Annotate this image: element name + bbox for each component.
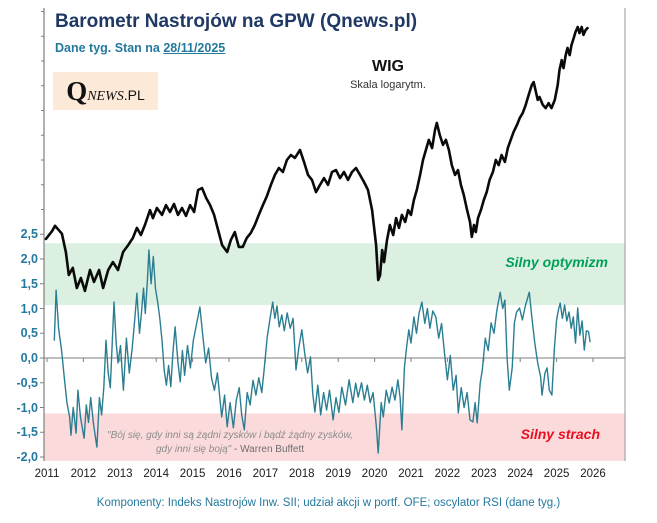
y-tick-label: 2,0 — [20, 252, 38, 266]
wig-series-label: WIG Skala logarytm. — [318, 58, 458, 91]
x-tick-label: 2013 — [107, 468, 133, 480]
wig-scale-note: Skala logarytm. — [350, 79, 426, 91]
x-tick-label: 2022 — [434, 468, 461, 480]
optimism-zone-label: Silny optymizm — [505, 254, 608, 270]
x-tick-label: 2020 — [361, 468, 388, 480]
y-tick-label: -1,0 — [16, 400, 38, 415]
y-tick-label: 0,0 — [20, 351, 38, 365]
status-date-link[interactable]: 28/11/2025 — [163, 41, 226, 55]
y-tick-label: 2,5 — [20, 227, 38, 242]
x-tick-label: 2012 — [70, 468, 97, 480]
x-tick-label: 2024 — [507, 468, 533, 480]
quote-attribution: - Warren Buffett — [231, 443, 305, 455]
x-tick-label: 2011 — [34, 468, 60, 480]
y-tick-label: 0,5 — [20, 326, 38, 341]
x-tick-label: 2021 — [398, 468, 424, 480]
y-tick-label: 1,5 — [20, 276, 38, 291]
subtitle-prefix: Dane tyg. Stan na — [55, 41, 164, 55]
wig-label: WIG — [372, 58, 404, 75]
x-tick-label: 2019 — [325, 468, 351, 480]
y-axis-labels: 2,5 2,0 1,5 1,0 0,5 0,0 -0,5 -1,0 -1,5 -2,0 — [0, 0, 38, 523]
y-tick-label: 1,0 — [20, 301, 38, 316]
chart-subtitle: Dane tyg. Stan na 28/11/2025 — [55, 41, 225, 55]
x-tick-label: 2015 — [179, 468, 206, 480]
x-tick-label: 2018 — [289, 468, 315, 480]
x-tick-label: 2023 — [471, 468, 497, 480]
page-title: Barometr Nastrojów na GPW (Qnews.pl) — [55, 11, 418, 32]
x-tick-label: 2025 — [543, 468, 570, 480]
x-tick-label: 2016 — [216, 468, 242, 480]
x-tick-label: 2014 — [143, 468, 169, 480]
quote-line-2-text: gdy inni się boją" — [155, 443, 232, 455]
y-tick-label: -1,5 — [16, 425, 38, 440]
logo-news-text: NEWS — [87, 89, 124, 104]
components-caption: Komponenty: Indeks Nastrojów Inw. SII; u… — [96, 497, 561, 509]
x-tick-label: 2026 — [580, 468, 606, 480]
y-tick-label: -0,5 — [16, 375, 38, 390]
quote-line-1: "Bój się, gdy inni są żądni zysków i bąd… — [107, 430, 353, 441]
fear-zone-label: Silny strach — [520, 426, 600, 442]
qnews-logo: Q NEWS .PL — [53, 72, 158, 110]
quote-line-2: gdy inni się boją" - Warren Buffett — [85, 443, 375, 457]
logo-letter-q: Q — [66, 76, 88, 106]
x-tick-label: 2017 — [252, 468, 279, 480]
logo-pl-text: .PL — [123, 87, 145, 103]
buffett-quote: "Bój się, gdy inni są żądni zysków i bąd… — [85, 429, 375, 456]
y-tick-label: -2,0 — [16, 450, 38, 464]
